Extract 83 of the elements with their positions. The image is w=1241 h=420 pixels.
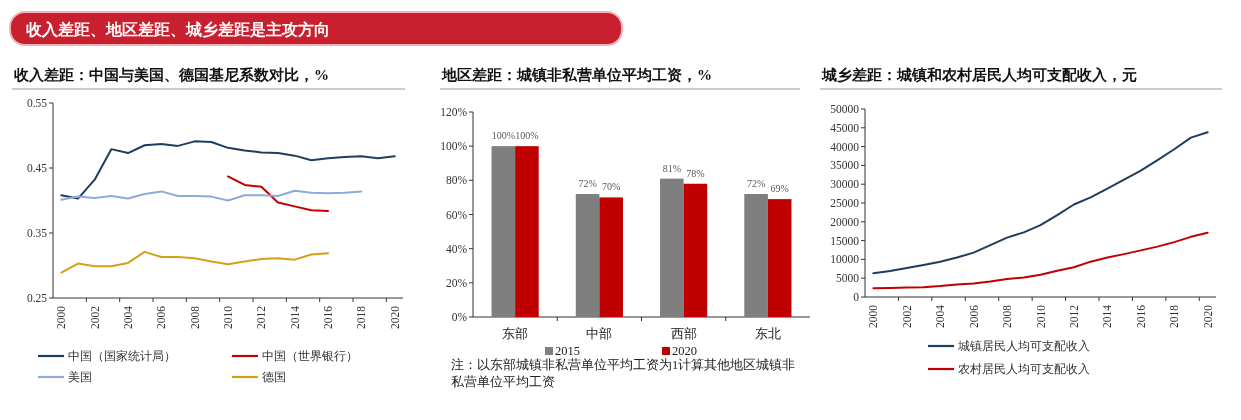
x-tick-label: 2008 [188,305,201,329]
legend-label: 德国 [262,371,286,383]
y-tick-label: 20% [445,276,468,289]
x-tick-label: 东部 [502,327,529,341]
y-tick-label: 0 [853,291,860,303]
x-tick-label: 2020 [1201,304,1214,328]
y-tick-label: 15000 [830,234,860,247]
bar [575,194,600,317]
line-series [60,140,396,200]
legend-label: 中国（世界银行） [262,350,358,363]
bar [767,199,792,317]
x-tick-label: 2008 [1001,304,1014,328]
legend-label: 2015 [555,344,580,358]
x-tick-label: 2016 [322,305,334,329]
x-tick-label: 2014 [288,305,301,329]
y-tick-label: 0.45 [26,162,48,174]
y-tick-label: 40000 [830,140,860,153]
x-tick-label: 2012 [1067,304,1080,328]
legend-label: 美国 [68,370,92,383]
data-label: 69% [770,183,789,195]
data-label: 72% [746,178,766,189]
line-series [872,231,1209,290]
x-tick-label: 2006 [967,304,980,328]
bar [660,178,684,317]
data-label: 100% [515,130,539,142]
x-tick-label: 2010 [1034,304,1047,328]
chart-title: 城乡差距：城镇和农村居民人均可支配收入，元 [821,67,1137,83]
bar [599,197,623,317]
x-tick-label: 2018 [355,305,368,329]
x-tick-label: 2018 [1168,304,1181,328]
line-series [60,189,363,202]
y-tick-label: 60% [445,208,468,221]
y-tick-label: 30000 [830,178,860,191]
line-series [227,175,329,212]
x-tick-label: 中部 [586,327,613,341]
bar [683,183,708,317]
y-tick-label: 0.55 [26,97,48,109]
bar [515,146,539,317]
text: 注：以东部城镇非私营单位平均工资为1计算其他地区城镇非私营单位平均工资 [451,357,797,391]
x-tick-label: 2006 [155,305,168,329]
x-tick-label: 西部 [670,327,697,341]
chart-title: 地区差距：城镇非私营单位平均工资，% [441,67,712,83]
x-tick-label: 东北 [754,327,781,341]
legend-label: 农村居民人均可支配收入 [958,362,1090,375]
x-tick-label: 2000 [55,305,68,329]
chart-subtitle: 收入差距：中国与美国、德国基尼系数对比，% [14,66,329,83]
y-tick-label: 50000 [830,103,860,115]
data-label: 78% [686,167,705,179]
data-label: 100% [491,130,515,142]
y-tick-label: 40% [445,242,468,255]
x-tick-label: 2004 [122,305,134,329]
y-tick-label: 10000 [830,253,860,266]
chart-title: 收入差距、地区差距、城乡差距是主攻方向 [26,20,330,38]
y-tick-label: 120% [440,106,468,118]
x-tick-label: 2000 [867,304,880,328]
y-tick-label: 5000 [836,272,860,285]
data-label: 81% [662,162,681,174]
y-tick-label: 45000 [830,121,860,134]
legend-label: 城镇居民人均可支配收入 [957,339,1090,352]
x-tick-label: 2016 [1134,304,1147,328]
y-tick-label: 25000 [830,197,860,209]
x-tick-label: 2002 [900,304,913,328]
y-tick-label: 80% [445,174,468,187]
y-tick-label: 20000 [830,215,860,228]
line-series [60,250,329,274]
y-tick-label: 0.25 [26,292,48,304]
data-label: 70% [602,181,621,193]
y-tick-label: 0% [451,311,468,323]
x-tick-label: 2004 [934,304,947,328]
y-tick-label: 35000 [830,159,860,172]
legend-label: 中国（国家统计局） [68,349,176,363]
legend-label: 2020 [672,344,697,358]
x-tick-label: 2012 [255,305,268,329]
line-series [872,131,1209,275]
x-tick-label: 2010 [222,305,234,329]
x-tick-label: 2014 [1101,304,1114,328]
y-tick-label: 100% [440,140,468,153]
bar [744,194,768,317]
y-tick-label: 0.35 [26,227,48,239]
x-tick-label: 2020 [388,305,401,329]
bar [491,146,516,317]
x-tick-label: 2002 [88,305,101,329]
data-label: 72% [578,178,597,189]
